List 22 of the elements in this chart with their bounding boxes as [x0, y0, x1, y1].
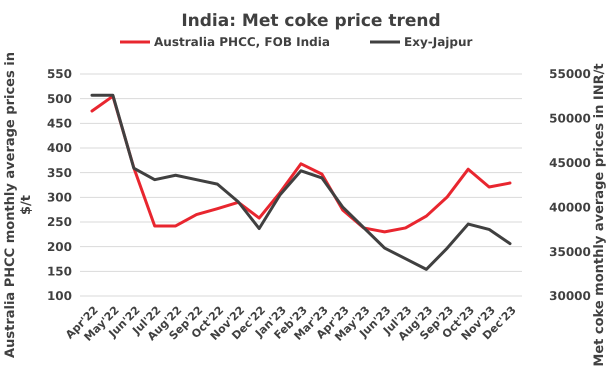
- y-tick-label: 550: [46, 67, 72, 82]
- y2-tick-label: 30000: [549, 289, 591, 304]
- y-tick-label: 400: [46, 141, 72, 156]
- line-series: [90, 94, 512, 271]
- y2-tick-label: 55000: [549, 67, 591, 82]
- y2-axis-title: Met coke monthly average prices in INR/t: [592, 63, 607, 367]
- y-tick-label: 200: [46, 240, 72, 254]
- y2-tick-label: 50000: [549, 112, 591, 126]
- y2-tick-label: 45000: [549, 156, 591, 170]
- y2-tick-label: 40000: [549, 200, 591, 214]
- y-axis-title: Australia PHCC monthly average prices in $/t: [3, 52, 34, 358]
- chart-title: India: Met coke price trend: [181, 11, 441, 31]
- y-tick-label: 350: [46, 166, 72, 180]
- legend-label: Exy-Jajpur: [404, 35, 473, 50]
- y-tick-label: 450: [46, 116, 72, 131]
- legend-label: Australia PHCC, FOB India: [154, 35, 330, 50]
- y-tick-label: 150: [46, 264, 72, 279]
- y-tick-label: 500: [46, 92, 72, 106]
- y2-tick-label: 35000: [549, 244, 591, 259]
- y-tick-label: 250: [46, 215, 72, 230]
- y-tick-label: 300: [46, 190, 72, 205]
- y-tick-label: 100: [46, 289, 72, 304]
